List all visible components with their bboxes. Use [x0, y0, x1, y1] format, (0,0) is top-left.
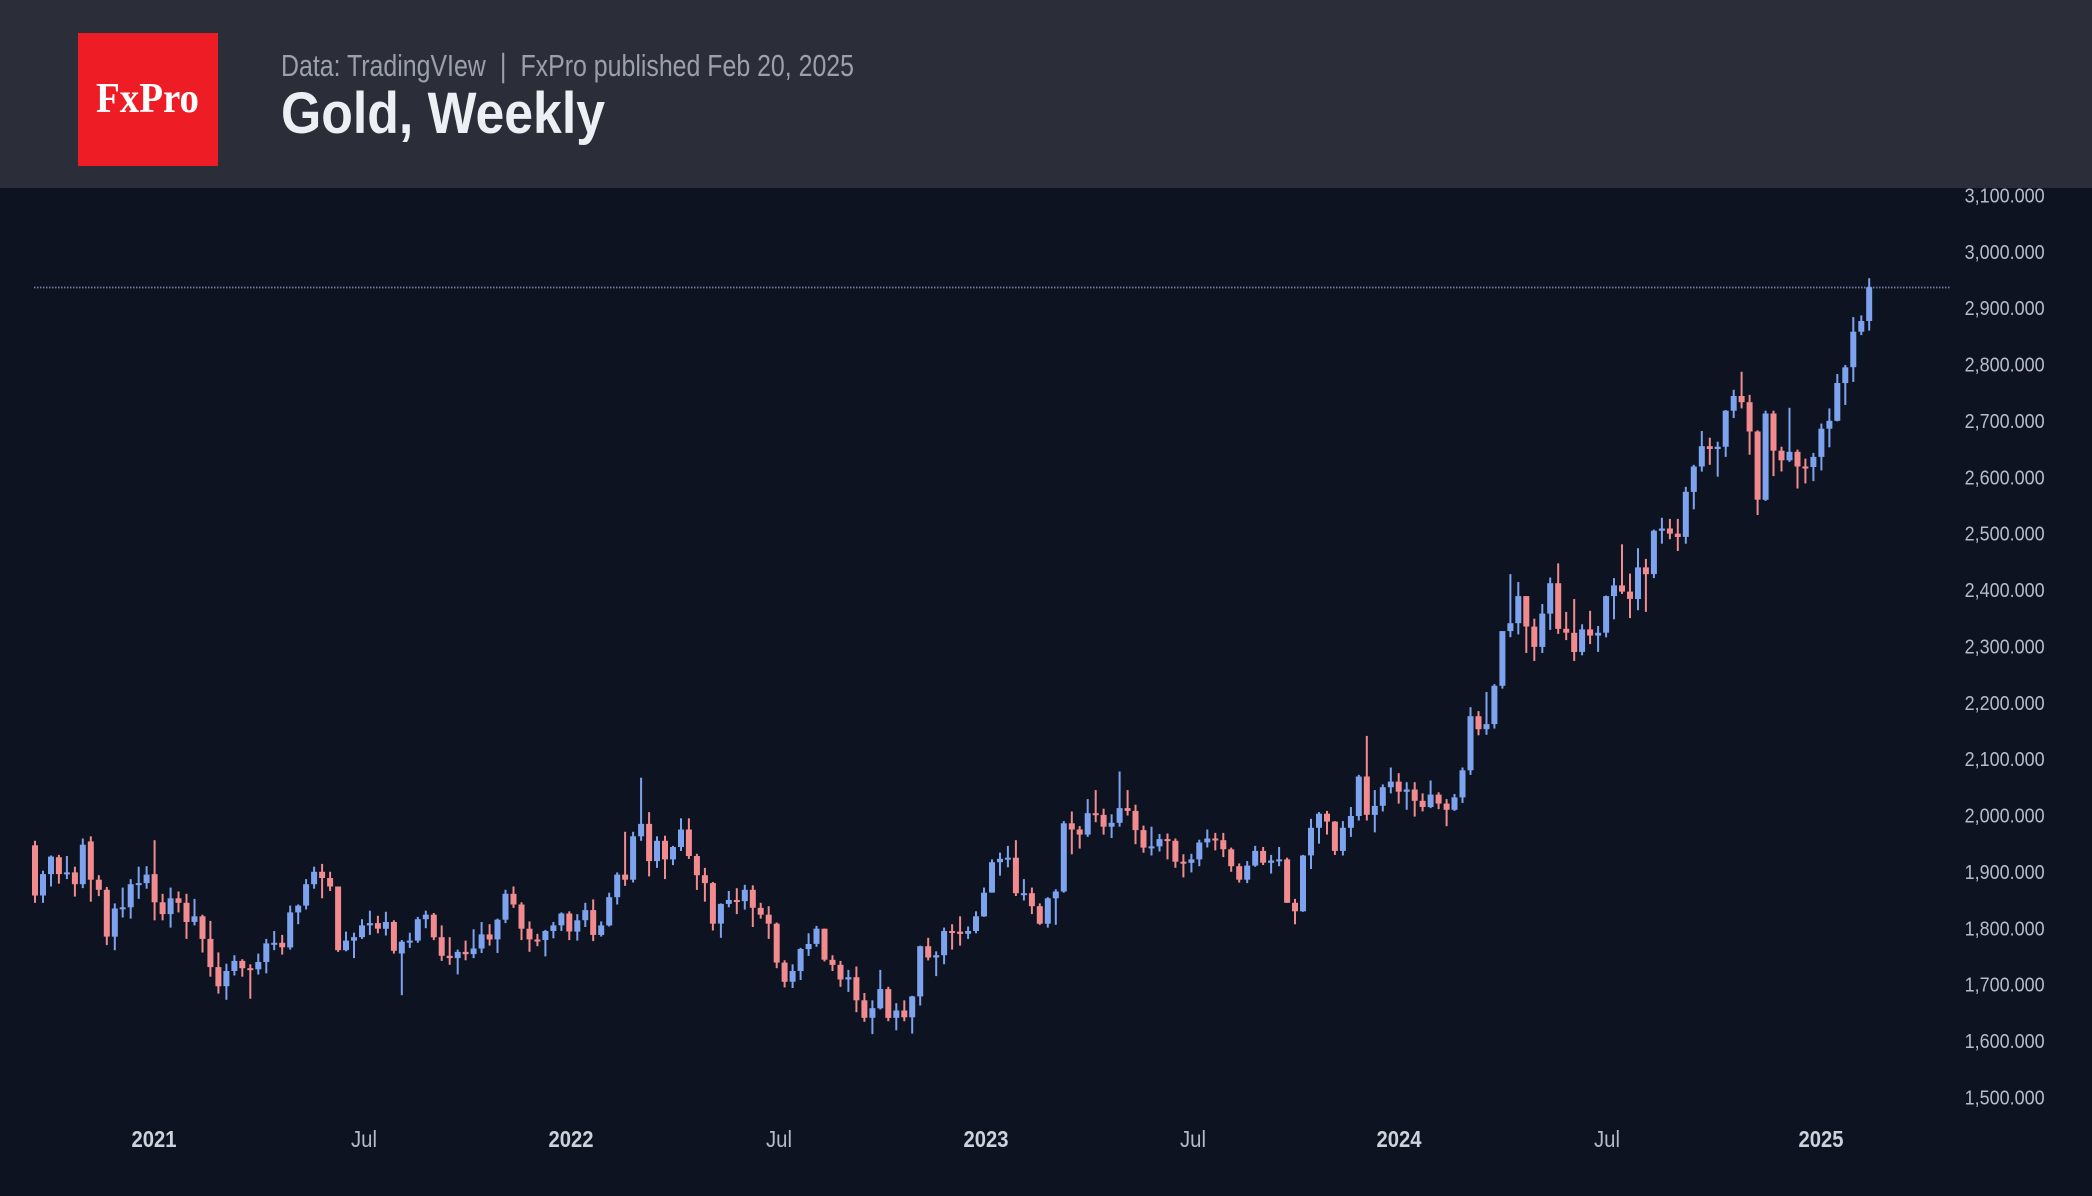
svg-text:1,700.000: 1,700.000	[1965, 974, 2045, 997]
svg-text:Jul: Jul	[1594, 1126, 1620, 1152]
svg-text:Jul: Jul	[1180, 1126, 1206, 1152]
svg-text:2,700.000: 2,700.000	[1965, 410, 2045, 433]
svg-text:1,500.000: 1,500.000	[1965, 1086, 2045, 1109]
svg-text:2,500.000: 2,500.000	[1965, 523, 2045, 546]
svg-text:2,000.000: 2,000.000	[1965, 805, 2045, 828]
svg-text:Gold, Weekly: Gold, Weekly	[281, 81, 605, 146]
svg-text:1,600.000: 1,600.000	[1965, 1030, 2045, 1053]
svg-text:FxPro: FxPro	[96, 76, 199, 122]
svg-text:1,800.000: 1,800.000	[1965, 917, 2045, 940]
svg-text:Jul: Jul	[351, 1126, 377, 1152]
svg-text:2025: 2025	[1799, 1126, 1844, 1152]
svg-text:2,300.000: 2,300.000	[1965, 635, 2045, 658]
svg-text:2023: 2023	[964, 1126, 1009, 1152]
svg-text:2024: 2024	[1377, 1126, 1422, 1152]
svg-text:Data: TradingVIew ❘ FxPro publ: Data: TradingVIew ❘ FxPro published Feb …	[281, 49, 854, 84]
svg-text:2,600.000: 2,600.000	[1965, 466, 2045, 489]
svg-text:3,000.000: 3,000.000	[1965, 241, 2045, 264]
svg-text:2,900.000: 2,900.000	[1965, 297, 2045, 320]
svg-text:2,400.000: 2,400.000	[1965, 579, 2045, 602]
svg-text:Jul: Jul	[766, 1126, 792, 1152]
svg-text:2,100.000: 2,100.000	[1965, 748, 2045, 771]
svg-text:2022: 2022	[549, 1126, 594, 1152]
svg-text:3,100.000: 3,100.000	[1965, 184, 2045, 207]
svg-text:2,800.000: 2,800.000	[1965, 354, 2045, 377]
svg-text:2021: 2021	[132, 1126, 177, 1152]
svg-text:1,900.000: 1,900.000	[1965, 861, 2045, 884]
svg-text:2,200.000: 2,200.000	[1965, 692, 2045, 715]
